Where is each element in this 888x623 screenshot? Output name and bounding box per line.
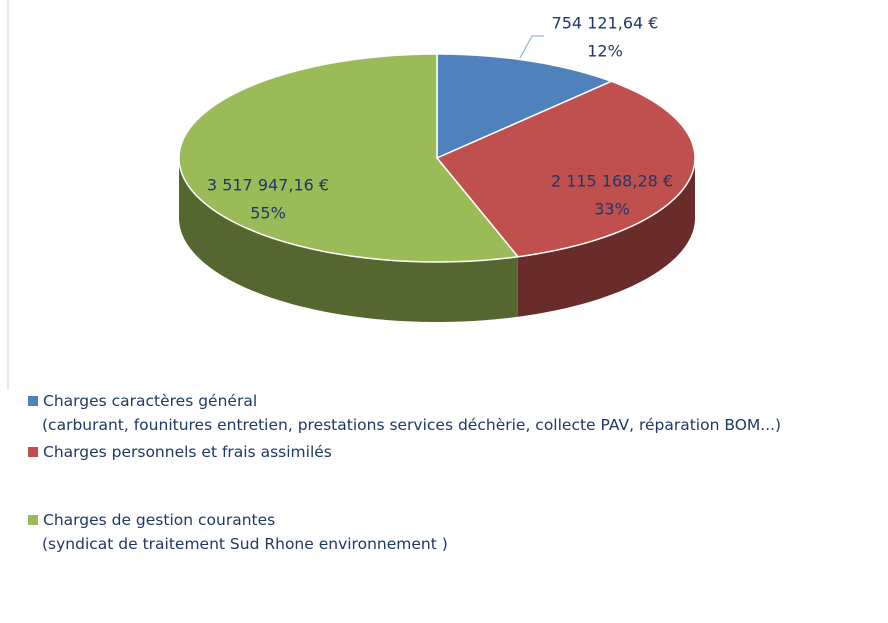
percent-label: 55%: [250, 204, 286, 223]
percent-label: 12%: [587, 42, 623, 61]
value-label: 3 517 947,16 €: [207, 176, 329, 195]
legend-entry: Charges de gestion courantes (syndicat de…: [28, 511, 868, 556]
slice: [178, 53, 520, 263]
chart: 754 121,64 € 12% 2 115 168,28 € 33% 3 517 94…: [7, 0, 696, 390]
legend-swatch: [28, 396, 38, 406]
value-label: 2 115 168,28 €: [551, 172, 673, 191]
percent-label: 33%: [594, 200, 630, 219]
legend: Charges caractères général (carburant, fo…: [28, 392, 868, 562]
legend-label: Charges caractères général: [43, 392, 258, 410]
legend-note: (syndicat de traitement Sud Rhone enviro…: [42, 535, 448, 553]
slice-side: [517, 158, 695, 317]
slice: [435, 80, 696, 258]
legend-swatch: [28, 447, 38, 457]
legend-swatch: [28, 515, 38, 525]
value-label: 754 121,64 €: [552, 14, 659, 33]
slice-side: [179, 158, 518, 322]
slice: [436, 53, 614, 160]
legend-entry: Charges personnels et frais assimilés: [28, 443, 868, 461]
legend-label: Charges personnels et frais assimilés: [43, 443, 332, 461]
legend-note: (carburant, founitures entretien, presta…: [42, 416, 782, 434]
leader-line: [519, 35, 544, 59]
legend-entry: Charges caractères général (carburant, fo…: [28, 392, 868, 437]
legend-label: Charges de gestion courantes: [43, 511, 276, 529]
